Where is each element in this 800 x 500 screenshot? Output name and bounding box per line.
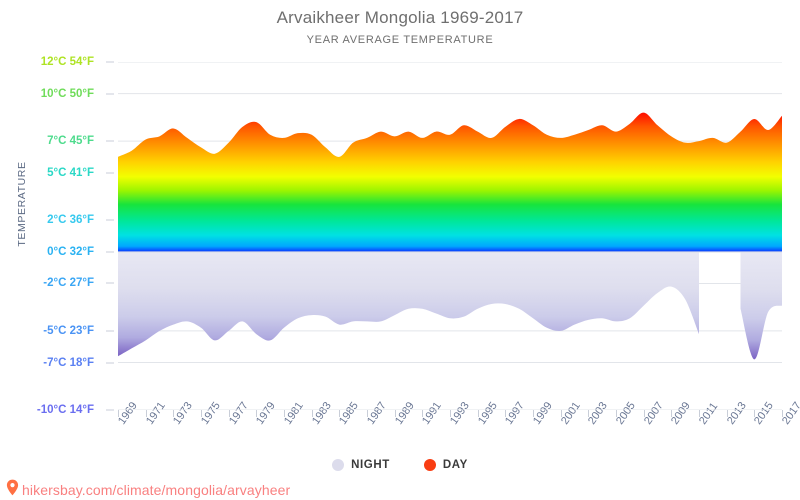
y-axis-tick-mark <box>106 362 114 364</box>
y-axis-tick-mark <box>106 282 114 284</box>
day-swatch-icon <box>423 459 436 471</box>
y-axis-tick-mark <box>106 140 114 142</box>
y-axis-tick-mark <box>106 219 114 221</box>
x-axis-tick-mark <box>201 410 202 417</box>
x-axis-tick-mark <box>394 410 396 417</box>
x-axis-tick-mark <box>588 410 590 417</box>
night-area-segment <box>118 251 699 357</box>
y-axis-tick-label: 5°C 41°F <box>47 166 94 179</box>
day-area-segment <box>118 112 782 252</box>
x-axis-tick-mark <box>311 410 313 417</box>
y-axis-tick-mark <box>106 409 114 411</box>
y-axis-tick-label: 10°C 50°F <box>40 87 94 100</box>
location-pin-icon <box>6 479 19 500</box>
night-series-area <box>118 251 782 360</box>
x-axis-tick-mark <box>228 410 230 417</box>
x-axis-tick-mark <box>726 410 728 417</box>
x-axis-tick-mark <box>118 410 119 417</box>
y-axis-tick-mark <box>106 330 114 332</box>
x-axis-tick-mark <box>367 410 368 417</box>
x-axis-tick-mark <box>560 410 562 417</box>
night-swatch-icon <box>332 459 345 471</box>
x-axis-tick-mark <box>422 410 424 417</box>
y-axis-tick-label: -2°C 27°F <box>43 277 94 290</box>
x-axis-tick-mark <box>145 410 147 417</box>
x-axis-tick-mark <box>173 410 175 417</box>
x-axis-tick-mark <box>616 410 617 417</box>
x-axis-tick-mark <box>450 410 451 417</box>
temperature-area-chart <box>118 62 782 410</box>
day-series-area <box>118 112 782 252</box>
legend-item-night[interactable]: NIGHT <box>332 459 390 471</box>
y-axis-tick-mark <box>106 93 114 95</box>
y-axis-tick-mark <box>106 251 114 253</box>
x-axis-tick-mark <box>782 410 783 417</box>
y-axis-tick-label: 0°C 32°F <box>47 245 94 258</box>
legend-label-night: NIGHT <box>351 459 390 471</box>
y-axis-tick-label: 7°C 45°F <box>47 135 94 148</box>
page-subtitle: YEAR AVERAGE TEMPERATURE <box>306 34 494 46</box>
y-axis-tick-label: -7°C 18°F <box>43 356 94 369</box>
y-axis-tick-mark <box>106 172 114 174</box>
x-axis-tick-mark <box>699 410 700 417</box>
x-axis-tick-mark <box>284 410 285 417</box>
page-title: Arvaikheer Mongolia 1969-2017 <box>276 8 524 27</box>
source-footer[interactable]: hikersbay.com/climate/mongolia/arvayheer <box>6 479 290 500</box>
x-axis-tick-mark <box>477 410 479 417</box>
chart-plot-area <box>118 62 782 410</box>
x-axis-tick-mark <box>643 410 645 417</box>
y-axis-tick-mark <box>106 61 114 63</box>
x-axis-tick-mark <box>505 410 507 417</box>
y-axis-tick-label: 12°C 54°F <box>40 56 94 68</box>
x-axis-tick-mark <box>671 410 673 417</box>
x-axis-tick-mark <box>256 410 258 417</box>
x-axis-tick-mark <box>533 410 534 417</box>
x-axis-tick-mark <box>339 410 341 417</box>
x-axis-tick-mark <box>754 410 756 417</box>
y-axis-tick-label: 2°C 36°F <box>47 214 94 227</box>
night-area-segment <box>740 251 782 360</box>
legend-label-day: DAY <box>442 459 468 471</box>
y-axis-tick-label: -10°C 14°F <box>36 404 94 416</box>
source-url[interactable]: hikersbay.com/climate/mongolia/arvayheer <box>22 482 291 498</box>
chart-legend: NIGHT DAY <box>0 459 800 471</box>
y-axis-tick-label: -5°C 23°F <box>43 324 94 337</box>
x-axis-tick-label: 2017 <box>780 399 800 427</box>
legend-item-day[interactable]: DAY <box>423 459 468 471</box>
